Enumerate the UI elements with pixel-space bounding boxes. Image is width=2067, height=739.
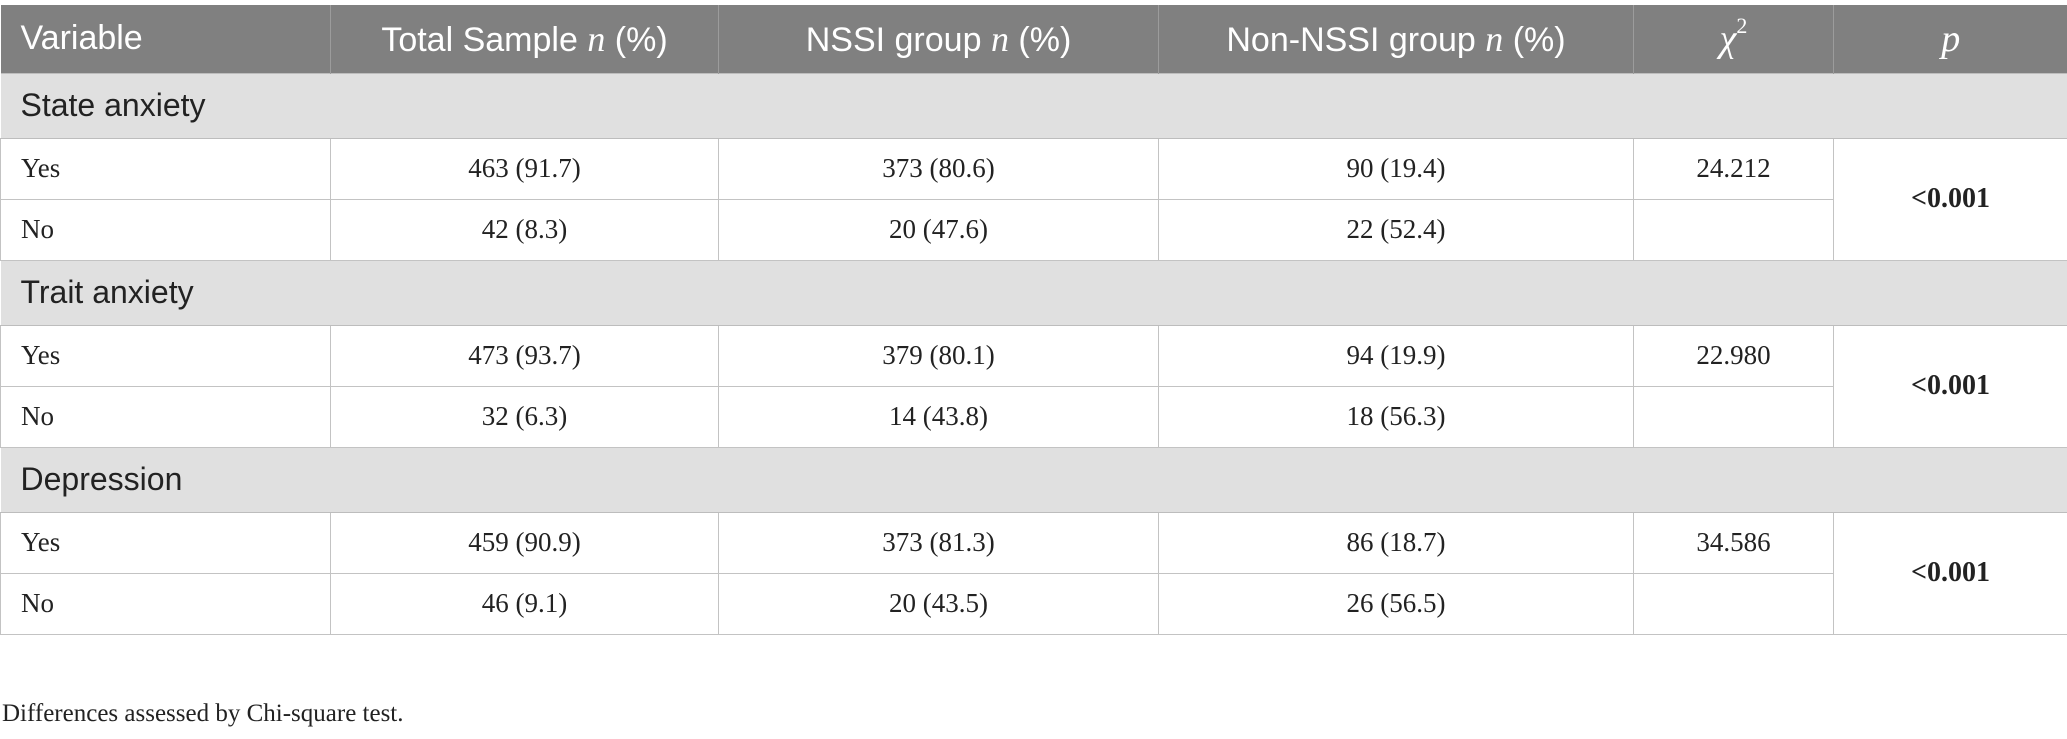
chi-square-cell: 24.212	[1633, 137, 1834, 200]
nssi-cell: 20 (43.5)	[718, 572, 1159, 635]
header-total-sample: Total Sample n (%)	[330, 5, 719, 73]
nssi-cell: 373 (80.6)	[718, 137, 1159, 200]
header-non-nssi-group: Non-NSSI group n (%)	[1158, 5, 1634, 73]
total-cell: 42 (8.3)	[330, 198, 719, 261]
row-label: Yes	[0, 324, 331, 387]
p-value-cell: <0.001	[1833, 137, 2067, 261]
section-title: State anxiety	[0, 72, 2067, 139]
non-nssi-cell: 26 (56.5)	[1158, 572, 1634, 635]
section-row-state-anxiety: State anxiety	[0, 72, 2067, 139]
header-nssi-group: NSSI group n (%)	[718, 5, 1159, 73]
nssi-cell: 20 (47.6)	[718, 198, 1159, 261]
section-row-trait-anxiety: Trait anxiety	[0, 259, 2067, 326]
row-label: Yes	[0, 511, 331, 574]
non-nssi-cell: 18 (56.3)	[1158, 385, 1634, 448]
non-nssi-cell: 22 (52.4)	[1158, 198, 1634, 261]
chi-square-cell: 34.586	[1633, 511, 1834, 574]
chi-square-cell: 22.980	[1633, 324, 1834, 387]
chi-square-cell	[1633, 385, 1834, 448]
p-value-cell: <0.001	[1833, 511, 2067, 635]
total-cell: 32 (6.3)	[330, 385, 719, 448]
header-row: Variable Total Sample n (%) NSSI group n…	[0, 5, 2067, 73]
nssi-cell: 373 (81.3)	[718, 511, 1159, 574]
table-row: No 46 (9.1) 20 (43.5) 26 (56.5)	[0, 572, 2067, 635]
table-row: Yes 459 (90.9) 373 (81.3) 86 (18.7) 34.5…	[0, 511, 2067, 635]
row-label: Yes	[0, 137, 331, 200]
results-table: Variable Total Sample n (%) NSSI group n…	[0, 5, 2067, 635]
total-cell: 459 (90.9)	[330, 511, 719, 574]
row-label: No	[0, 198, 331, 261]
p-value-cell: <0.001	[1833, 324, 2067, 448]
table-row: Yes 463 (91.7) 373 (80.6) 90 (19.4) 24.2…	[0, 137, 2067, 261]
chi-square-cell	[1633, 572, 1834, 635]
row-label: No	[0, 572, 331, 635]
chi-square-cell	[1633, 198, 1834, 261]
non-nssi-cell: 86 (18.7)	[1158, 511, 1634, 574]
header-p-value: p	[1833, 5, 2067, 73]
total-cell: 46 (9.1)	[330, 572, 719, 635]
total-cell: 473 (93.7)	[330, 324, 719, 387]
section-title: Trait anxiety	[0, 259, 2067, 326]
total-cell: 463 (91.7)	[330, 137, 719, 200]
non-nssi-cell: 90 (19.4)	[1158, 137, 1634, 200]
non-nssi-cell: 94 (19.9)	[1158, 324, 1634, 387]
table-row: No 32 (6.3) 14 (43.8) 18 (56.3)	[0, 385, 2067, 448]
section-title: Depression	[0, 446, 2067, 513]
nssi-cell: 14 (43.8)	[718, 385, 1159, 448]
nssi-cell: 379 (80.1)	[718, 324, 1159, 387]
table-footnote: Differences assessed by Chi-square test.	[2, 700, 404, 727]
row-label: No	[0, 385, 331, 448]
header-variable: Variable	[0, 5, 331, 73]
table-row: No 42 (8.3) 20 (47.6) 22 (52.4)	[0, 198, 2067, 261]
table-row: Yes 473 (93.7) 379 (80.1) 94 (19.9) 22.9…	[0, 324, 2067, 448]
header-chi-square: χ2	[1633, 5, 1834, 73]
section-row-depression: Depression	[0, 446, 2067, 513]
